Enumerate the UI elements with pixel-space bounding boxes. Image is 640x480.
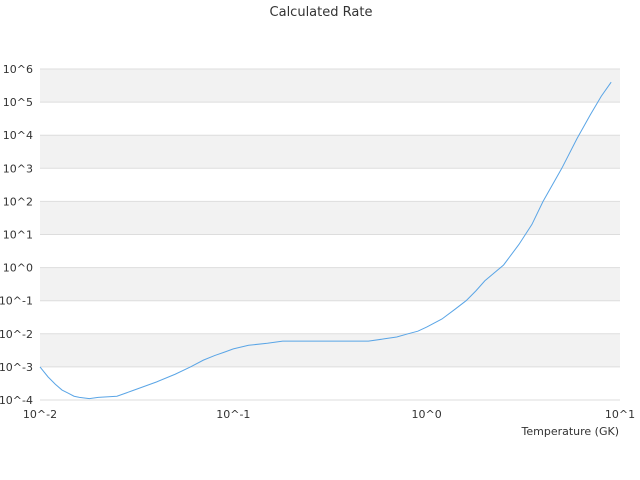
grid-bands bbox=[40, 69, 620, 367]
x-axis-ticks: 10^-2 10^-1 10^0 10^1 bbox=[23, 408, 635, 421]
y-tick-label: 10^-4 bbox=[0, 394, 33, 407]
grid-band bbox=[40, 135, 620, 169]
grid-lines bbox=[40, 68, 620, 401]
y-tick-label: 10^-2 bbox=[0, 328, 33, 341]
series-line-rate bbox=[39, 81, 612, 400]
y-tick-label: 10^1 bbox=[3, 229, 33, 242]
y-tick-label: 10^4 bbox=[3, 129, 33, 142]
y-tick-label: 10^-1 bbox=[0, 295, 33, 308]
chart-title: Calculated Rate bbox=[270, 5, 373, 20]
x-tick-label: 10^-1 bbox=[216, 408, 250, 421]
y-tick-label: 10^5 bbox=[3, 96, 33, 109]
y-tick-label: 10^0 bbox=[3, 262, 33, 275]
grid-band bbox=[40, 201, 620, 235]
y-tick-label: 10^3 bbox=[3, 162, 33, 175]
y-tick-label: 10^6 bbox=[3, 63, 33, 76]
grid-band bbox=[40, 69, 620, 103]
y-axis-ticks: 10^-4 10^-3 10^-2 10^-1 10^0 10^1 10^2 10^3 10^4… bbox=[0, 63, 33, 407]
y-tick-label: 10^2 bbox=[3, 195, 33, 208]
y-tick-label: 10^-3 bbox=[0, 361, 33, 374]
x-tick-label: 10^-2 bbox=[23, 408, 57, 421]
grid-band bbox=[40, 333, 620, 367]
x-tick-label: 10^1 bbox=[605, 408, 635, 421]
x-axis-title: Temperature (GK) bbox=[521, 425, 620, 438]
x-tick-label: 10^0 bbox=[412, 408, 442, 421]
grid-band bbox=[40, 267, 620, 301]
